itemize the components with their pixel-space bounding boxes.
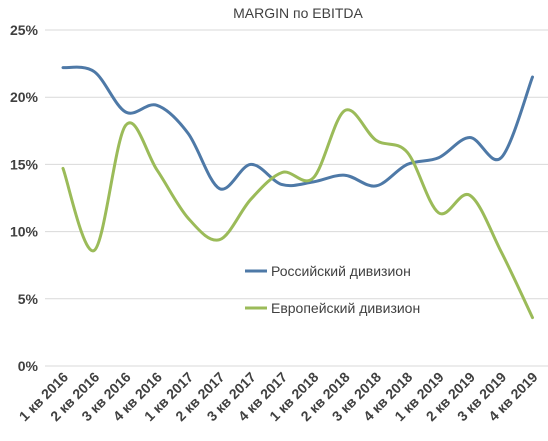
y-tick-label: 15% — [10, 156, 39, 172]
y-tick-label: 20% — [10, 89, 39, 105]
y-tick-label: 0% — [18, 358, 39, 374]
grid-layer — [45, 29, 548, 367]
legend: Российский дивизион Европейский дивизион — [245, 263, 420, 316]
y-tick-label: 10% — [10, 224, 39, 240]
series-line-2 — [61, 108, 534, 320]
series-layer — [61, 65, 534, 320]
legend-label: Европейский дивизион — [271, 300, 420, 316]
y-tick-label: 5% — [18, 291, 39, 307]
series-line-1 — [61, 65, 534, 191]
chart-title: MARGIN по EBITDA — [233, 5, 363, 21]
y-tick-label: 25% — [10, 22, 39, 38]
legend-label: Российский дивизион — [271, 263, 411, 279]
